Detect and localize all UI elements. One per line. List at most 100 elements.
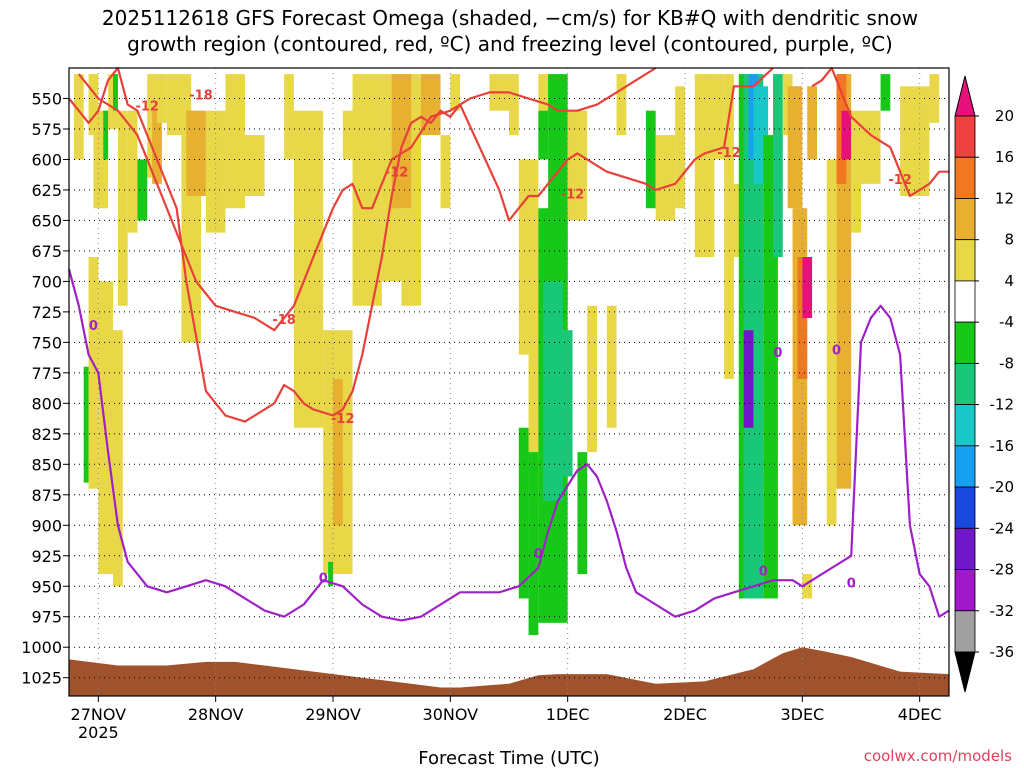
omega-cell-42	[538, 110, 549, 160]
y-tick-label-625: 625	[31, 181, 62, 200]
chart-title-line-1: 2025112618 GFS Forecast Omega (shaded, −…	[102, 6, 918, 30]
colorbar-label-6: -8	[999, 354, 1014, 372]
omega-cell-5	[127, 110, 138, 233]
y-tick-label-750: 750	[31, 333, 62, 352]
omega-cell-6	[103, 110, 109, 160]
omega-cell-47	[567, 110, 588, 221]
omega-cell-20	[245, 135, 265, 197]
omega-cell-49	[587, 305, 597, 453]
omega-cell-70	[802, 257, 813, 318]
colorbar-label-5: -4	[999, 313, 1014, 331]
colorbar-segment-9	[954, 486, 976, 529]
contour-label-13: 0	[832, 344, 841, 359]
omega-cell-32	[401, 208, 421, 306]
omega-cell-4	[117, 110, 128, 306]
colorbar-segment-11	[954, 569, 976, 612]
x-tick-label-4DEC: 4DEC	[898, 705, 942, 724]
y-tick-label-650: 650	[31, 211, 62, 230]
x-tick-label-29NOV: 29NOV	[305, 705, 361, 724]
colorbar-label-11: -28	[990, 561, 1015, 579]
colorbar-segment-6	[954, 362, 976, 406]
omega-cell-46	[557, 330, 573, 477]
contour-label-5: -12	[561, 187, 585, 202]
omega-cell-57	[724, 74, 734, 379]
x-tick-label-3DEC: 3DEC	[780, 705, 824, 724]
omega-cell-79	[880, 74, 891, 111]
x-axis-title: Forecast Time (UTC)	[418, 748, 599, 768]
omega-cell-34	[450, 74, 461, 111]
contour-lines	[67, 66, 950, 622]
contour-label-3: -12	[331, 412, 355, 427]
omega-cell-8	[88, 257, 99, 489]
y-tick-label-875: 875	[31, 486, 62, 505]
omega-cell-76	[841, 110, 852, 160]
colorbar-bottom-triangle	[954, 651, 976, 693]
omega-cell-19	[225, 74, 245, 209]
plot-frame	[68, 67, 950, 697]
omega-cell-39	[518, 427, 529, 599]
y-tick-label-1025: 1025	[21, 669, 62, 688]
colorbar-label-7: -12	[990, 396, 1015, 414]
omega-cell-73	[826, 159, 837, 526]
colorbar-top-triangle	[954, 75, 976, 117]
x-tick-label-2DEC: 2DEC	[663, 705, 707, 724]
plot-area: -12 -18 -18 -12 -12 -12 -12 -12 0 0 0 0 0 0 0	[67, 66, 950, 697]
contour-label-14: 0	[847, 576, 856, 591]
chart-title-line-2: growth region (contoured, red, ºC) and f…	[127, 32, 893, 56]
y-tick-label-950: 950	[31, 577, 62, 596]
colorbar-segment-2	[954, 198, 976, 241]
terrain-area	[69, 647, 949, 696]
omega-cell-50	[606, 305, 617, 428]
x-tick-label-28NOV: 28NOV	[188, 705, 244, 724]
y-tick-label-775: 775	[31, 364, 62, 383]
contour-1	[811, 66, 949, 198]
colorbar-label-4: 4	[1004, 272, 1014, 290]
colorbar-segment-5	[954, 321, 976, 364]
omega-cell-30	[391, 74, 412, 209]
omega-cell-67	[787, 86, 803, 209]
contour-2	[77, 67, 657, 332]
omega-cell-40	[528, 452, 539, 636]
y-tick-label-575: 575	[31, 120, 62, 139]
contour-labels: -12 -18 -18 -12 -12 -12 -12 -12 0 0 0 0 0 0 0	[89, 89, 912, 592]
omega-cell-80	[900, 86, 930, 197]
omega-cell-11	[83, 366, 89, 483]
colorbar-segment-8	[954, 445, 976, 488]
omega-cell-33	[440, 135, 451, 209]
omega-cell-0	[73, 74, 84, 160]
colorbar: 20 16 12 8 4 -4 -8 -12 -16 -20 -24 -28 -32 -36	[954, 75, 1015, 693]
omega-cell-48	[577, 452, 588, 575]
omega-cell-78	[861, 110, 881, 184]
y-tick-label-825: 825	[31, 425, 62, 444]
contour-label-1: -18	[189, 89, 213, 104]
x-tick-sublabel-27NOV: 2025	[78, 723, 119, 742]
y-axis: 550 575 600 625 650 675 700 725 750 775 800 825 850 8…	[21, 89, 69, 688]
colorbar-label-10: -24	[990, 519, 1015, 537]
y-tick-label-550: 550	[31, 89, 62, 108]
x-tick-label-27NOV: 27NOV	[71, 705, 127, 724]
y-tick-label-800: 800	[31, 394, 62, 413]
colorbar-segment-4	[954, 280, 976, 323]
contour-label-10: 0	[534, 547, 543, 562]
omega-cell-72	[802, 574, 813, 599]
omega-cell-36	[509, 74, 519, 136]
contour-label-7: -12	[888, 173, 912, 188]
colorbar-segment-3	[954, 239, 976, 282]
omega-cell-22	[284, 74, 294, 160]
omega-shading	[73, 74, 940, 636]
omega-cell-62	[743, 330, 754, 428]
contour-label-6: -12	[717, 146, 741, 161]
y-tick-label-700: 700	[31, 272, 62, 291]
colorbar-label-8: -16	[990, 437, 1015, 455]
y-tick-label-725: 725	[31, 303, 62, 322]
omega-cell-17	[186, 110, 206, 197]
y-tick-label-600: 600	[31, 150, 62, 169]
y-tick-label-900: 900	[31, 516, 62, 535]
omega-cell-53	[655, 135, 676, 221]
y-tick-label-850: 850	[31, 455, 62, 474]
credit-link[interactable]: coolwx.com/models	[864, 747, 1012, 765]
omega-cell-28	[352, 74, 382, 306]
contour-0	[68, 66, 774, 423]
omega-cell-1	[88, 74, 99, 136]
